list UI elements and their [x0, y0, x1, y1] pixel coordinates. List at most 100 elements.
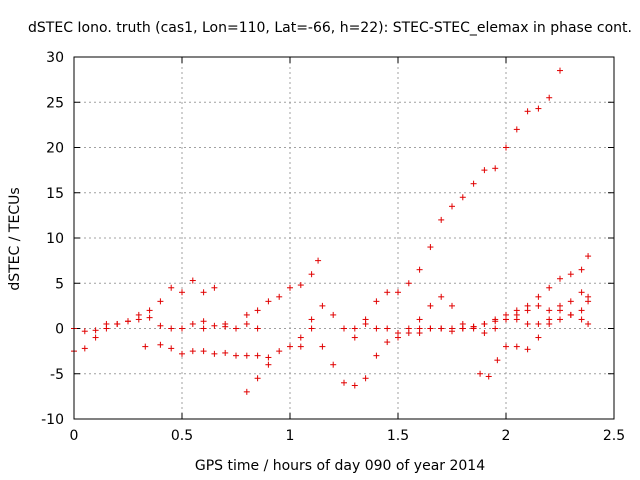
series-arc-6: [297, 253, 592, 389]
data-point: [211, 322, 218, 329]
data-point: [92, 327, 99, 334]
data-points: [71, 67, 592, 395]
data-point: [459, 194, 466, 201]
data-point: [481, 167, 488, 174]
data-point: [585, 320, 592, 327]
data-point: [585, 293, 592, 300]
x-tick-label: 1: [286, 428, 295, 444]
x-tick-label: 1.5: [387, 428, 409, 444]
data-point: [578, 307, 585, 314]
data-point: [362, 375, 369, 382]
x-tick-label: 2: [502, 428, 511, 444]
data-point: [524, 307, 531, 314]
data-point: [179, 325, 185, 332]
series-arc-4: [189, 257, 322, 332]
tick-labels: 0 0.5 1 1.5 2 2.5 -10 -5 0 5 10 15 20 25 30: [41, 50, 625, 444]
data-point: [243, 388, 250, 395]
chart-title: dSTEC Iono. truth (cas1, Lon=110, Lat=-6…: [28, 20, 632, 36]
data-point: [470, 180, 477, 187]
series-arc-2: [71, 314, 261, 355]
series-arc-8: [477, 289, 592, 380]
data-point: [308, 271, 315, 278]
data-point: [492, 325, 499, 332]
data-point: [222, 320, 229, 327]
data-point: [449, 302, 455, 309]
y-tick-label: 10: [46, 231, 64, 247]
series-arc-5: [243, 67, 563, 395]
data-point: [405, 325, 412, 332]
data-point: [233, 325, 239, 332]
data-point: [567, 311, 574, 318]
data-point: [477, 370, 484, 377]
data-point: [81, 345, 88, 352]
data-point: [157, 298, 164, 305]
data-point: [546, 320, 553, 327]
data-point: [585, 253, 592, 260]
data-point: [384, 289, 391, 296]
data-point: [330, 311, 337, 318]
data-point: [535, 320, 542, 327]
data-point: [427, 244, 434, 251]
data-point: [146, 314, 153, 321]
data-point: [265, 354, 272, 361]
data-point: [315, 257, 322, 264]
data-point: [546, 307, 553, 314]
data-point: [492, 318, 499, 325]
data-point: [146, 307, 153, 314]
data-point: [481, 330, 488, 337]
data-point: [459, 325, 466, 332]
data-point: [319, 343, 326, 350]
data-point: [200, 289, 207, 296]
data-point: [578, 289, 585, 296]
data-point: [287, 343, 293, 350]
data-point: [481, 320, 488, 327]
y-axis-label: dSTEC / TECUs: [7, 187, 23, 290]
data-point: [362, 320, 369, 327]
data-point: [513, 343, 520, 350]
data-point: [546, 284, 553, 291]
data-point: [492, 165, 499, 172]
data-point: [243, 320, 250, 327]
data-point: [254, 307, 261, 314]
data-point: [211, 284, 218, 291]
data-point: [438, 325, 445, 332]
data-point: [351, 325, 358, 332]
data-point: [200, 348, 207, 355]
data-point: [297, 334, 304, 341]
data-point: [254, 325, 261, 332]
data-point: [578, 316, 585, 323]
data-point: [405, 280, 412, 287]
data-point: [567, 271, 574, 278]
grid-lines: [74, 57, 614, 419]
data-point: [254, 352, 261, 359]
data-point: [449, 328, 455, 335]
data-point: [200, 325, 207, 332]
data-point: [416, 316, 423, 323]
data-point: [254, 375, 261, 382]
data-point: [142, 343, 149, 350]
data-point: [513, 311, 520, 318]
data-point: [135, 316, 142, 323]
data-point: [373, 352, 380, 359]
data-point: [276, 293, 283, 300]
data-point: [384, 339, 391, 346]
data-point: [265, 361, 272, 368]
data-point: [494, 357, 501, 364]
data-point: [297, 343, 304, 350]
data-point: [103, 325, 110, 332]
data-point: [168, 325, 175, 332]
data-point: [125, 318, 131, 325]
data-point: [297, 282, 304, 289]
data-point: [243, 352, 250, 359]
data-point: [503, 343, 509, 350]
plot-frame: [73, 56, 615, 420]
data-point: [330, 361, 337, 368]
data-point: [395, 330, 401, 337]
data-point: [535, 105, 542, 112]
data-point: [243, 311, 250, 318]
data-point: [524, 108, 531, 115]
data-point: [438, 216, 445, 223]
data-point: [524, 320, 531, 327]
